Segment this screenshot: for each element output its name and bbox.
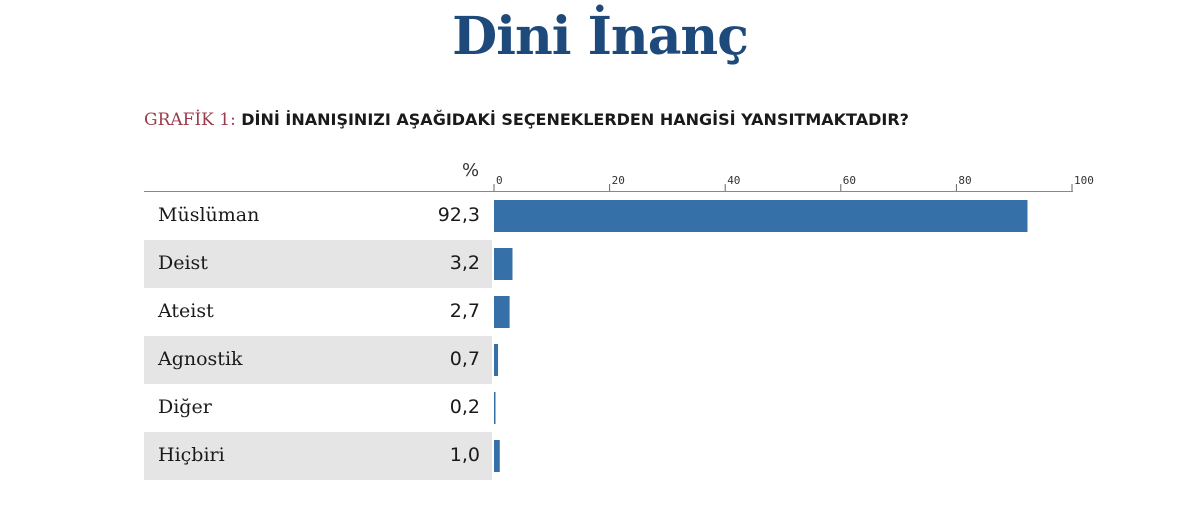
subtitle-prefix: GRAFİK 1: (144, 110, 236, 130)
chart-subtitle: GRAFİK 1: DİNİ İNANIŞINIZI AŞAĞIDAKİ SEÇ… (144, 110, 909, 130)
x-tick-label: 40 (727, 174, 740, 187)
value-label: 92,3 (437, 204, 480, 226)
header-rule (144, 191, 1073, 192)
value-label: 0,7 (449, 348, 480, 370)
value-label: 0,2 (449, 396, 480, 418)
unit-label: % (462, 160, 480, 181)
category-label: Deist (158, 252, 208, 274)
bar (494, 344, 499, 376)
bar (494, 392, 496, 424)
row-background (144, 336, 492, 384)
bar (494, 200, 1028, 232)
category-label: Müslüman (158, 204, 260, 226)
value-label: 2,7 (449, 300, 480, 322)
page-title: Dini İnanç (452, 6, 749, 67)
value-label: 1,0 (449, 444, 480, 466)
x-tick-label: 100 (1074, 174, 1094, 187)
category-label: Agnostik (158, 348, 243, 370)
row-background (144, 240, 492, 288)
x-tick-label: 0 (496, 174, 503, 187)
bar (494, 440, 500, 472)
category-label: Hiçbiri (158, 444, 225, 466)
bar (494, 248, 513, 280)
bar (494, 296, 510, 328)
row-background (144, 432, 492, 480)
x-tick-label: 20 (612, 174, 625, 187)
subtitle-question: DİNİ İNANIŞINIZI AŞAĞIDAKİ SEÇENEKLERDEN… (241, 110, 909, 129)
category-label: Diğer (158, 396, 212, 418)
x-tick-label: 80 (958, 174, 971, 187)
category-label: Ateist (158, 300, 214, 322)
value-label: 3,2 (449, 252, 480, 274)
x-tick-label: 60 (843, 174, 856, 187)
